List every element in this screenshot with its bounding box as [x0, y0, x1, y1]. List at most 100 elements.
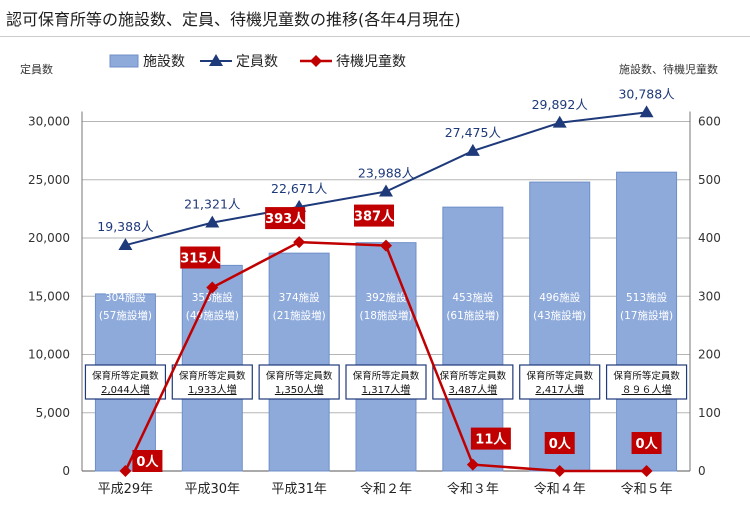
waiting-marker — [640, 465, 653, 477]
capacity-box-value: 1,933人増 — [188, 383, 237, 396]
legend-waiting-label: 待機児童数 — [336, 53, 406, 70]
y-left-tick-label: 20,000 — [28, 231, 70, 245]
waiting-label-box — [470, 427, 511, 450]
bar-label: 304施設 — [105, 291, 147, 304]
bar — [355, 242, 417, 472]
bar — [442, 206, 504, 472]
x-tick-label: 令和４年 — [534, 482, 586, 497]
x-tick-label: 令和２年 — [360, 482, 412, 497]
legend-waiting-marker — [310, 55, 322, 67]
y-right-axis-title: 施設数、待機児童数 — [619, 62, 718, 76]
waiting-label-box — [180, 246, 221, 269]
capacity-box-value: 2,044人増 — [101, 383, 150, 396]
capacity-label: 27,475人 — [445, 125, 502, 140]
bar — [268, 252, 330, 472]
capacity-box — [171, 364, 253, 400]
y-left-tick-label: 0 — [62, 464, 70, 478]
bar-sublabel: (21施設増) — [273, 309, 326, 322]
capacity-box — [605, 364, 688, 400]
y-left-tick-label: 10,000 — [28, 348, 70, 362]
capacity-box-title: 保育所等定員数 — [179, 370, 246, 382]
bar-label: 496施設 — [539, 291, 581, 304]
bar-sublabel: (43施設増) — [533, 309, 586, 322]
bar — [529, 181, 591, 472]
capacity-box — [258, 364, 340, 400]
bar-sublabel: (61施設増) — [446, 309, 499, 322]
capacity-label: 29,892人 — [532, 97, 589, 112]
capacity-box-title: 保育所等定員数 — [613, 370, 680, 382]
capacity-box-value: ８９６人増 — [622, 383, 672, 396]
capacity-box-value: 1,317人増 — [362, 383, 411, 396]
waiting-label-box — [354, 204, 394, 227]
waiting-label: 0人 — [636, 436, 659, 452]
capacity-box — [519, 364, 601, 400]
legend-capacity-marker — [209, 54, 223, 66]
waiting-marker — [293, 236, 306, 249]
waiting-marker — [466, 458, 479, 471]
x-tick-label: 平成30年 — [185, 482, 241, 497]
x-tick-label: 令和３年 — [447, 482, 499, 497]
y-right-tick-label: 0 — [698, 464, 706, 478]
capacity-box — [432, 364, 514, 400]
y-left-tick-label: 15,000 — [28, 289, 70, 303]
waiting-label: 0人 — [549, 436, 572, 452]
capacity-box-title: 保育所等定員数 — [526, 370, 593, 382]
waiting-label-box — [544, 432, 575, 454]
waiting-label-box — [132, 450, 163, 472]
capacity-marker — [465, 143, 480, 156]
waiting-label: 387人 — [354, 209, 395, 225]
y-right-tick-label: 500 — [698, 173, 721, 187]
capacity-label: 30,788人 — [618, 86, 675, 101]
bar-sublabel: (18施設増) — [359, 309, 412, 322]
waiting-marker — [553, 465, 566, 477]
bar — [616, 171, 678, 472]
waiting-label-box — [265, 207, 306, 230]
y-right-tick-label: 400 — [698, 231, 721, 245]
y-left-tick-label: 25,000 — [28, 173, 70, 187]
waiting-label: 0人 — [136, 454, 159, 470]
y-right-tick-label: 600 — [698, 115, 721, 129]
waiting-marker — [119, 465, 132, 477]
waiting-label-box — [631, 432, 662, 454]
legend-bar-swatch — [109, 54, 139, 68]
bar-sublabel: (57施設増) — [99, 309, 152, 322]
capacity-box-value: 3,487人増 — [449, 383, 498, 396]
capacity-box-title: 保育所等定員数 — [440, 370, 507, 382]
capacity-label: 19,388人 — [97, 219, 154, 234]
legend-capacity-label: 定員数 — [236, 54, 278, 70]
capacity-box — [345, 364, 427, 400]
y-right-tick-label: 100 — [698, 406, 721, 420]
capacity-marker — [205, 215, 220, 228]
waiting-label: 315人 — [180, 251, 221, 267]
waiting-marker — [206, 281, 219, 294]
x-tick-label: 平成31年 — [271, 482, 327, 497]
capacity-box-title: 保育所等定員数 — [266, 370, 333, 382]
capacity-label: 22,671人 — [271, 181, 328, 196]
capacity-box-title: 保育所等定員数 — [92, 370, 159, 382]
bar-label: 513施設 — [626, 291, 668, 304]
waiting-label: 11人 — [475, 432, 507, 448]
bar-label: 453施設 — [452, 291, 494, 304]
capacity-marker — [552, 115, 567, 128]
waiting-marker — [380, 239, 392, 252]
waiting-label: 393人 — [265, 211, 306, 227]
bar-label: 374施設 — [279, 291, 321, 304]
x-tick-label: 令和５年 — [621, 482, 673, 497]
y-right-tick-label: 200 — [698, 348, 721, 362]
x-tick-label: 平成29年 — [98, 482, 154, 497]
capacity-box — [84, 364, 167, 400]
legend-bar-label: 施設数 — [143, 54, 185, 70]
capacity-box-value: 2,417人増 — [535, 383, 584, 396]
page-title: 認可保育所等の施設数、定員、待機児童数の推移(各年4月現在) — [6, 10, 461, 29]
capacity-label: 21,321人 — [184, 197, 241, 212]
capacity-box-value: 1,350人増 — [275, 383, 324, 396]
chart-panel: 定員数施設数、待機児童数 0 5,000 10,000 15,000 20,000 25,0… — [0, 36, 750, 523]
capacity-marker — [118, 238, 133, 251]
y-left-tick-label: 5,000 — [36, 406, 70, 420]
capacity-box-title: 保育所等定員数 — [353, 370, 420, 382]
capacity-marker — [639, 105, 654, 118]
bar-sublabel: (17施設増) — [620, 309, 673, 322]
chart: 定員数施設数、待機児童数 0 5,000 10,000 15,000 20,000 25,0… — [20, 53, 721, 497]
bar-sublabel: (49施設増) — [186, 309, 239, 322]
capacity-label: 23,988人 — [358, 166, 415, 181]
